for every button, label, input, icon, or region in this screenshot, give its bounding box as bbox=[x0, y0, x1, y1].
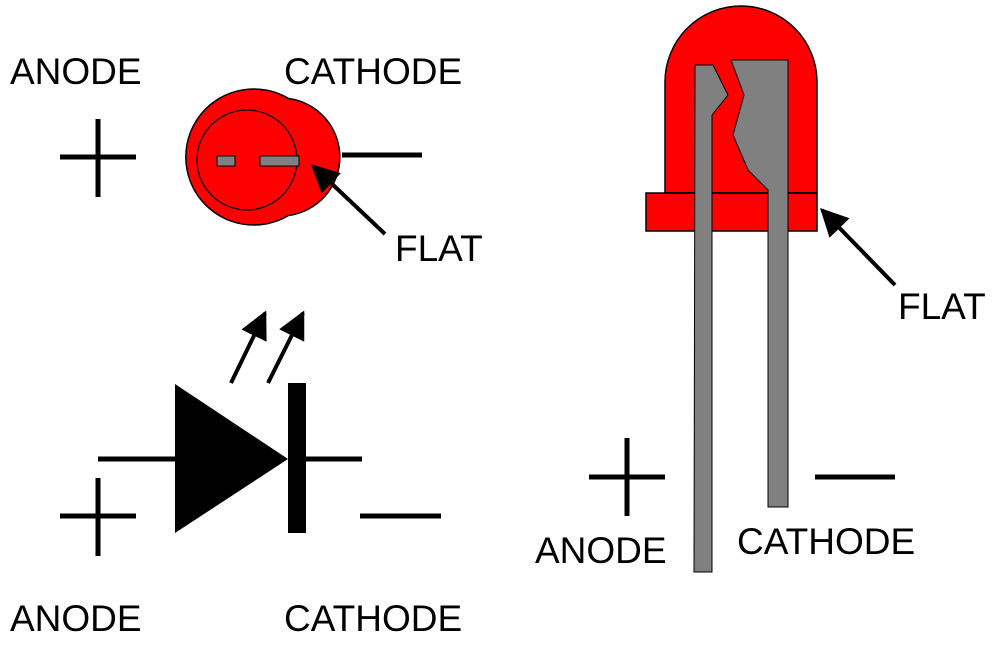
schematic-plus-sign bbox=[60, 478, 136, 556]
top-flat-label: FLAT bbox=[395, 228, 483, 269]
side-flat-arrow bbox=[820, 207, 897, 287]
led-side-view: FLAT ANODE CATHODE bbox=[535, 5, 986, 573]
top-flat-arrow bbox=[310, 164, 387, 236]
led-side-dome bbox=[664, 5, 818, 194]
led-top-view: ANODE CATHODE FLAT bbox=[10, 51, 483, 269]
side-plus-sign bbox=[589, 438, 665, 516]
diode-triangle bbox=[175, 384, 288, 533]
diode-bar bbox=[288, 383, 306, 533]
led-schematic-symbol: ANODE CATHODE bbox=[10, 310, 462, 639]
emission-arrow-2 bbox=[266, 310, 305, 384]
led-top-cathode-pad bbox=[259, 155, 300, 167]
emission-arrow-1 bbox=[229, 310, 267, 384]
top-cathode-label: CATHODE bbox=[284, 51, 462, 92]
side-flat-label: FLAT bbox=[898, 286, 986, 327]
anode-lead bbox=[693, 64, 729, 573]
side-anode-label: ANODE bbox=[535, 530, 667, 571]
top-anode-label: ANODE bbox=[10, 51, 142, 92]
led-side-flange bbox=[645, 192, 818, 232]
cathode-lead bbox=[730, 59, 789, 508]
bottom-cathode-label: CATHODE bbox=[284, 598, 462, 639]
top-plus-sign bbox=[60, 119, 136, 197]
bottom-anode-label: ANODE bbox=[10, 598, 142, 639]
led-top-anode-pad bbox=[216, 155, 236, 167]
side-cathode-label: CATHODE bbox=[737, 521, 915, 562]
